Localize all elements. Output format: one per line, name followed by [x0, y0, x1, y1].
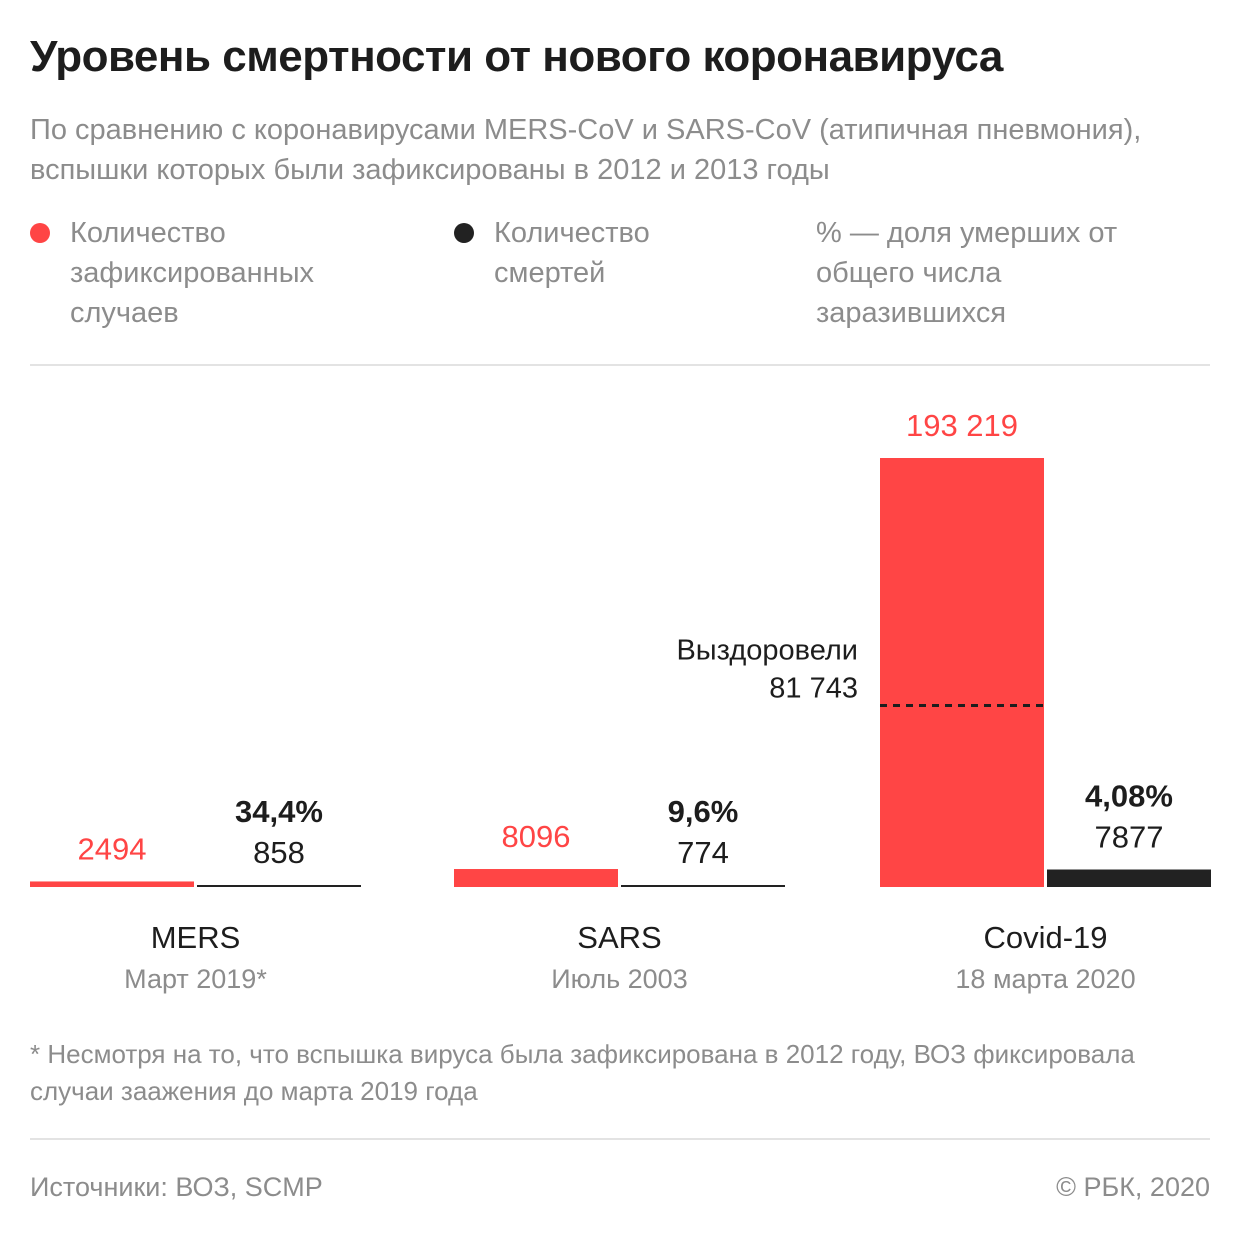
deaths-value-label-covid-19: 7877	[1095, 820, 1164, 855]
category-date-sars: Июль 2003	[551, 964, 687, 994]
cases-value-label-covid-19: 193 219	[906, 408, 1018, 443]
copyright: © РБК, 2020	[1056, 1172, 1210, 1202]
legend-cases-dot-icon	[30, 223, 50, 243]
category-label-sars: SARS	[577, 920, 661, 955]
top-divider	[30, 364, 1210, 366]
legend-deaths-label: Количество смертей	[494, 217, 650, 289]
cases-bar-mers	[30, 881, 194, 887]
cases-value-label-mers: 2494	[78, 831, 147, 866]
cases-bar-sars	[454, 869, 618, 887]
legend-percent: % — доля умерших от общего числа заразив…	[816, 213, 1136, 333]
death-rate-label-covid-19: 4,08%	[1085, 779, 1173, 814]
deaths-bar-covid-19	[1047, 869, 1211, 887]
chart-subtitle: По сравнению с коронавирусами MERS-CoV и…	[30, 114, 1142, 186]
recovered-label: Выздоровели	[676, 635, 858, 667]
death-rate-label-sars: 9,6%	[668, 794, 739, 829]
legend-percent-label: % — доля умерших от общего числа заразив…	[816, 217, 1118, 329]
deaths-bar-mers	[197, 885, 361, 887]
footnote: * Несмотря на то, что вспышка вируса был…	[30, 1039, 1135, 1106]
legend-cases: Количество зафиксированных случаев	[30, 213, 390, 333]
category-date-mers: Март 2019*	[124, 964, 267, 994]
recovered-value: 81 743	[769, 673, 858, 705]
cases-value-label-sars: 8096	[502, 819, 571, 854]
legend-cases-label: Количество зафиксированных случаев	[70, 217, 315, 329]
bottom-divider	[30, 1138, 1210, 1140]
deaths-value-label-sars: 774	[677, 835, 729, 870]
legend-deaths: Количество смертей	[454, 213, 754, 293]
deaths-value-label-mers: 858	[253, 835, 305, 870]
source-credit: Источники: ВОЗ, SCMP	[30, 1172, 323, 1202]
category-label-mers: MERS	[151, 920, 241, 955]
chart-area: 2494 858 34,4% MERS Март 2019* 8096 774 9,6% SAR…	[30, 408, 1211, 994]
deaths-bar-sars	[621, 885, 785, 887]
category-label-covid-19: Covid-19	[983, 920, 1107, 955]
category-date-covid-19: 18 марта 2020	[955, 964, 1135, 994]
cases-bar-covid-19	[880, 458, 1044, 887]
chart-title: Уровень смертности от нового коронавирус…	[30, 32, 1003, 81]
legend-deaths-dot-icon	[454, 223, 474, 243]
death-rate-label-mers: 34,4%	[235, 794, 323, 829]
